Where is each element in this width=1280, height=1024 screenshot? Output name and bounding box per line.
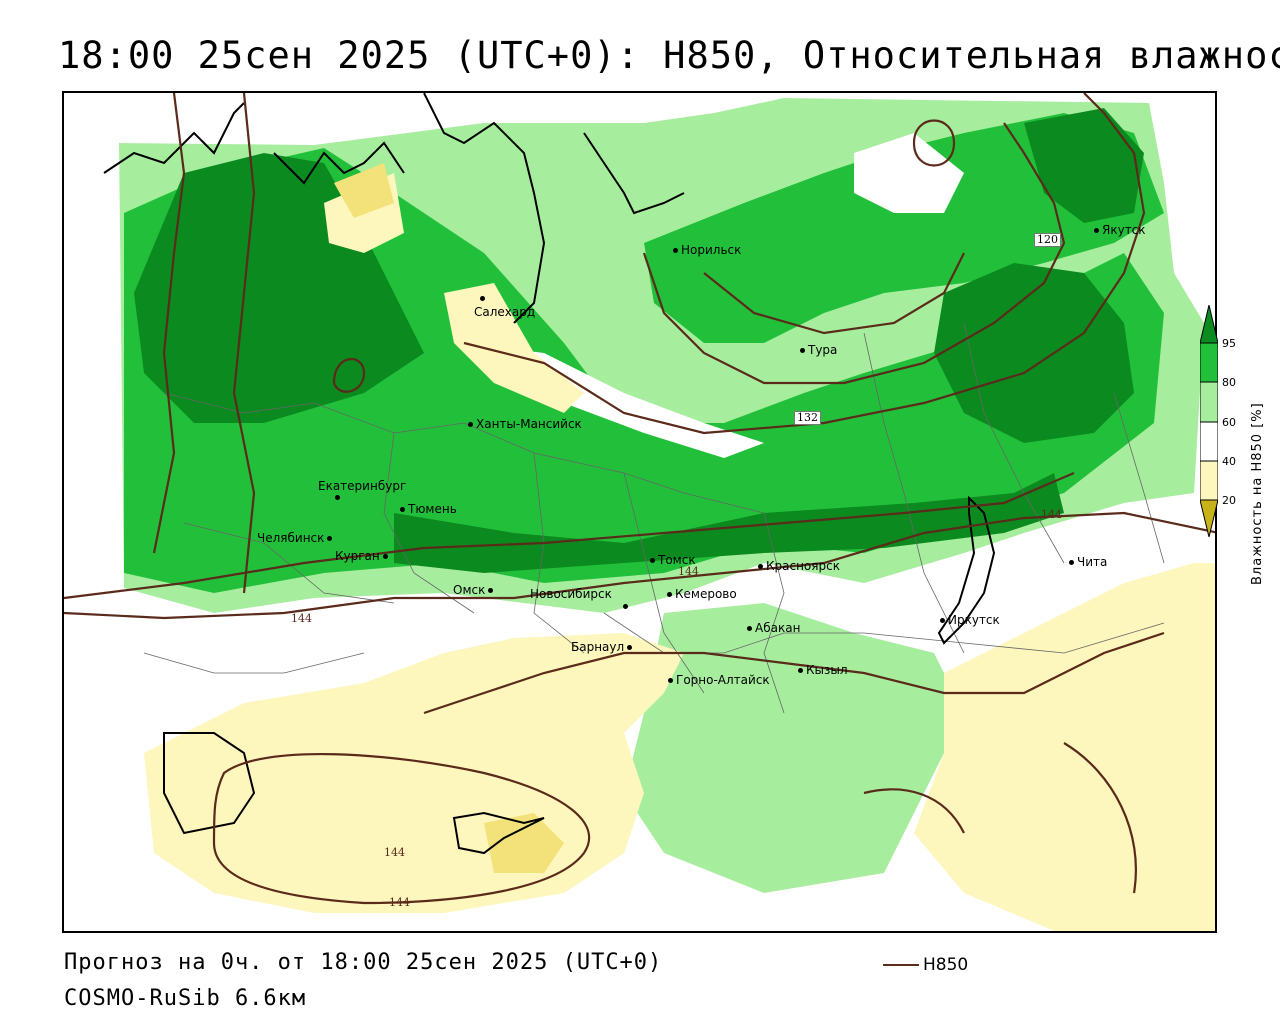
city-label: Чита: [1069, 555, 1107, 569]
contour-label: 144: [389, 896, 410, 909]
city-label: Тюмень: [400, 502, 457, 516]
contour-label: 120: [1034, 233, 1061, 247]
h850-key-label: H850: [923, 955, 969, 975]
city-label: Иркутск: [940, 613, 1000, 627]
humidity-area-20-north: [334, 163, 394, 218]
map-panel: Якутск Норильск Салехард Тура Ханты-Манс…: [62, 91, 1217, 933]
city-label: Красноярск: [758, 559, 840, 573]
contour-label: 144: [384, 846, 405, 859]
city-label: Кемерово: [667, 587, 737, 601]
city-label: Норильск: [673, 243, 741, 257]
humidity-area-20: [484, 813, 564, 873]
city-label: Абакан: [747, 621, 800, 635]
model-info: COSMO-RuSib 6.6км: [64, 986, 307, 1011]
city-label: [623, 599, 631, 613]
contour-label: 144: [1041, 508, 1062, 521]
humidity-area-95-ne: [1024, 108, 1144, 223]
humidity-map-graphic: [64, 93, 1215, 931]
legend-tick: 40: [1222, 455, 1236, 468]
humidity-area-80: [124, 148, 1164, 593]
humidity-area-40-east: [914, 563, 1215, 931]
contour-label: 144: [678, 565, 699, 578]
city-label: Тура: [800, 343, 837, 357]
contour-label: 132: [794, 411, 821, 425]
legend-tick: 60: [1222, 416, 1236, 429]
legend-tick: 20: [1222, 494, 1236, 507]
city-label: [480, 291, 488, 305]
h850-key-line: [883, 964, 919, 966]
page-title: 18:00 25сен 2025 (UTC+0): H850, Относите…: [58, 34, 1280, 77]
city-label: Салехард: [474, 305, 536, 319]
city-label: Кызыл: [798, 663, 848, 677]
legend-tick: 80: [1222, 376, 1236, 389]
forecast-info: Прогноз на 0ч. от 18:00 25сен 2025 (UTC+…: [64, 950, 663, 975]
city-label: Челябинск: [257, 531, 335, 545]
city-label: Барнаул: [571, 640, 635, 654]
contour-label: 144: [291, 612, 312, 625]
city-label: Новосибирск: [530, 587, 612, 601]
humidity-legend: 95 80 60 40 20: [1200, 305, 1236, 537]
city-label: Горно-Алтайск: [668, 673, 770, 687]
humidity-area-95-east: [934, 263, 1134, 443]
legend-colorbar: [1200, 305, 1218, 537]
h850-contours: [64, 93, 1215, 905]
city-label: Якутск: [1094, 223, 1146, 237]
humidity-area-40-north2: [444, 283, 584, 413]
city-label: Томск: [650, 553, 696, 567]
city-label: [335, 490, 343, 504]
humidity-area-95-band: [394, 473, 1064, 573]
h850-key: H850: [883, 955, 968, 975]
city-label: Ханты-Мансийск: [468, 417, 582, 431]
legend-tick: 95: [1222, 337, 1236, 350]
city-label: Омск: [453, 583, 496, 597]
legend-title: Влажность на H850 [%]: [1250, 402, 1265, 585]
dry-streak-2: [854, 133, 964, 213]
city-label: Екатеринбург: [318, 479, 407, 493]
city-label: Курган: [335, 549, 391, 563]
coastlines: [103, 93, 996, 855]
humidity-area-60-south: [624, 603, 964, 893]
